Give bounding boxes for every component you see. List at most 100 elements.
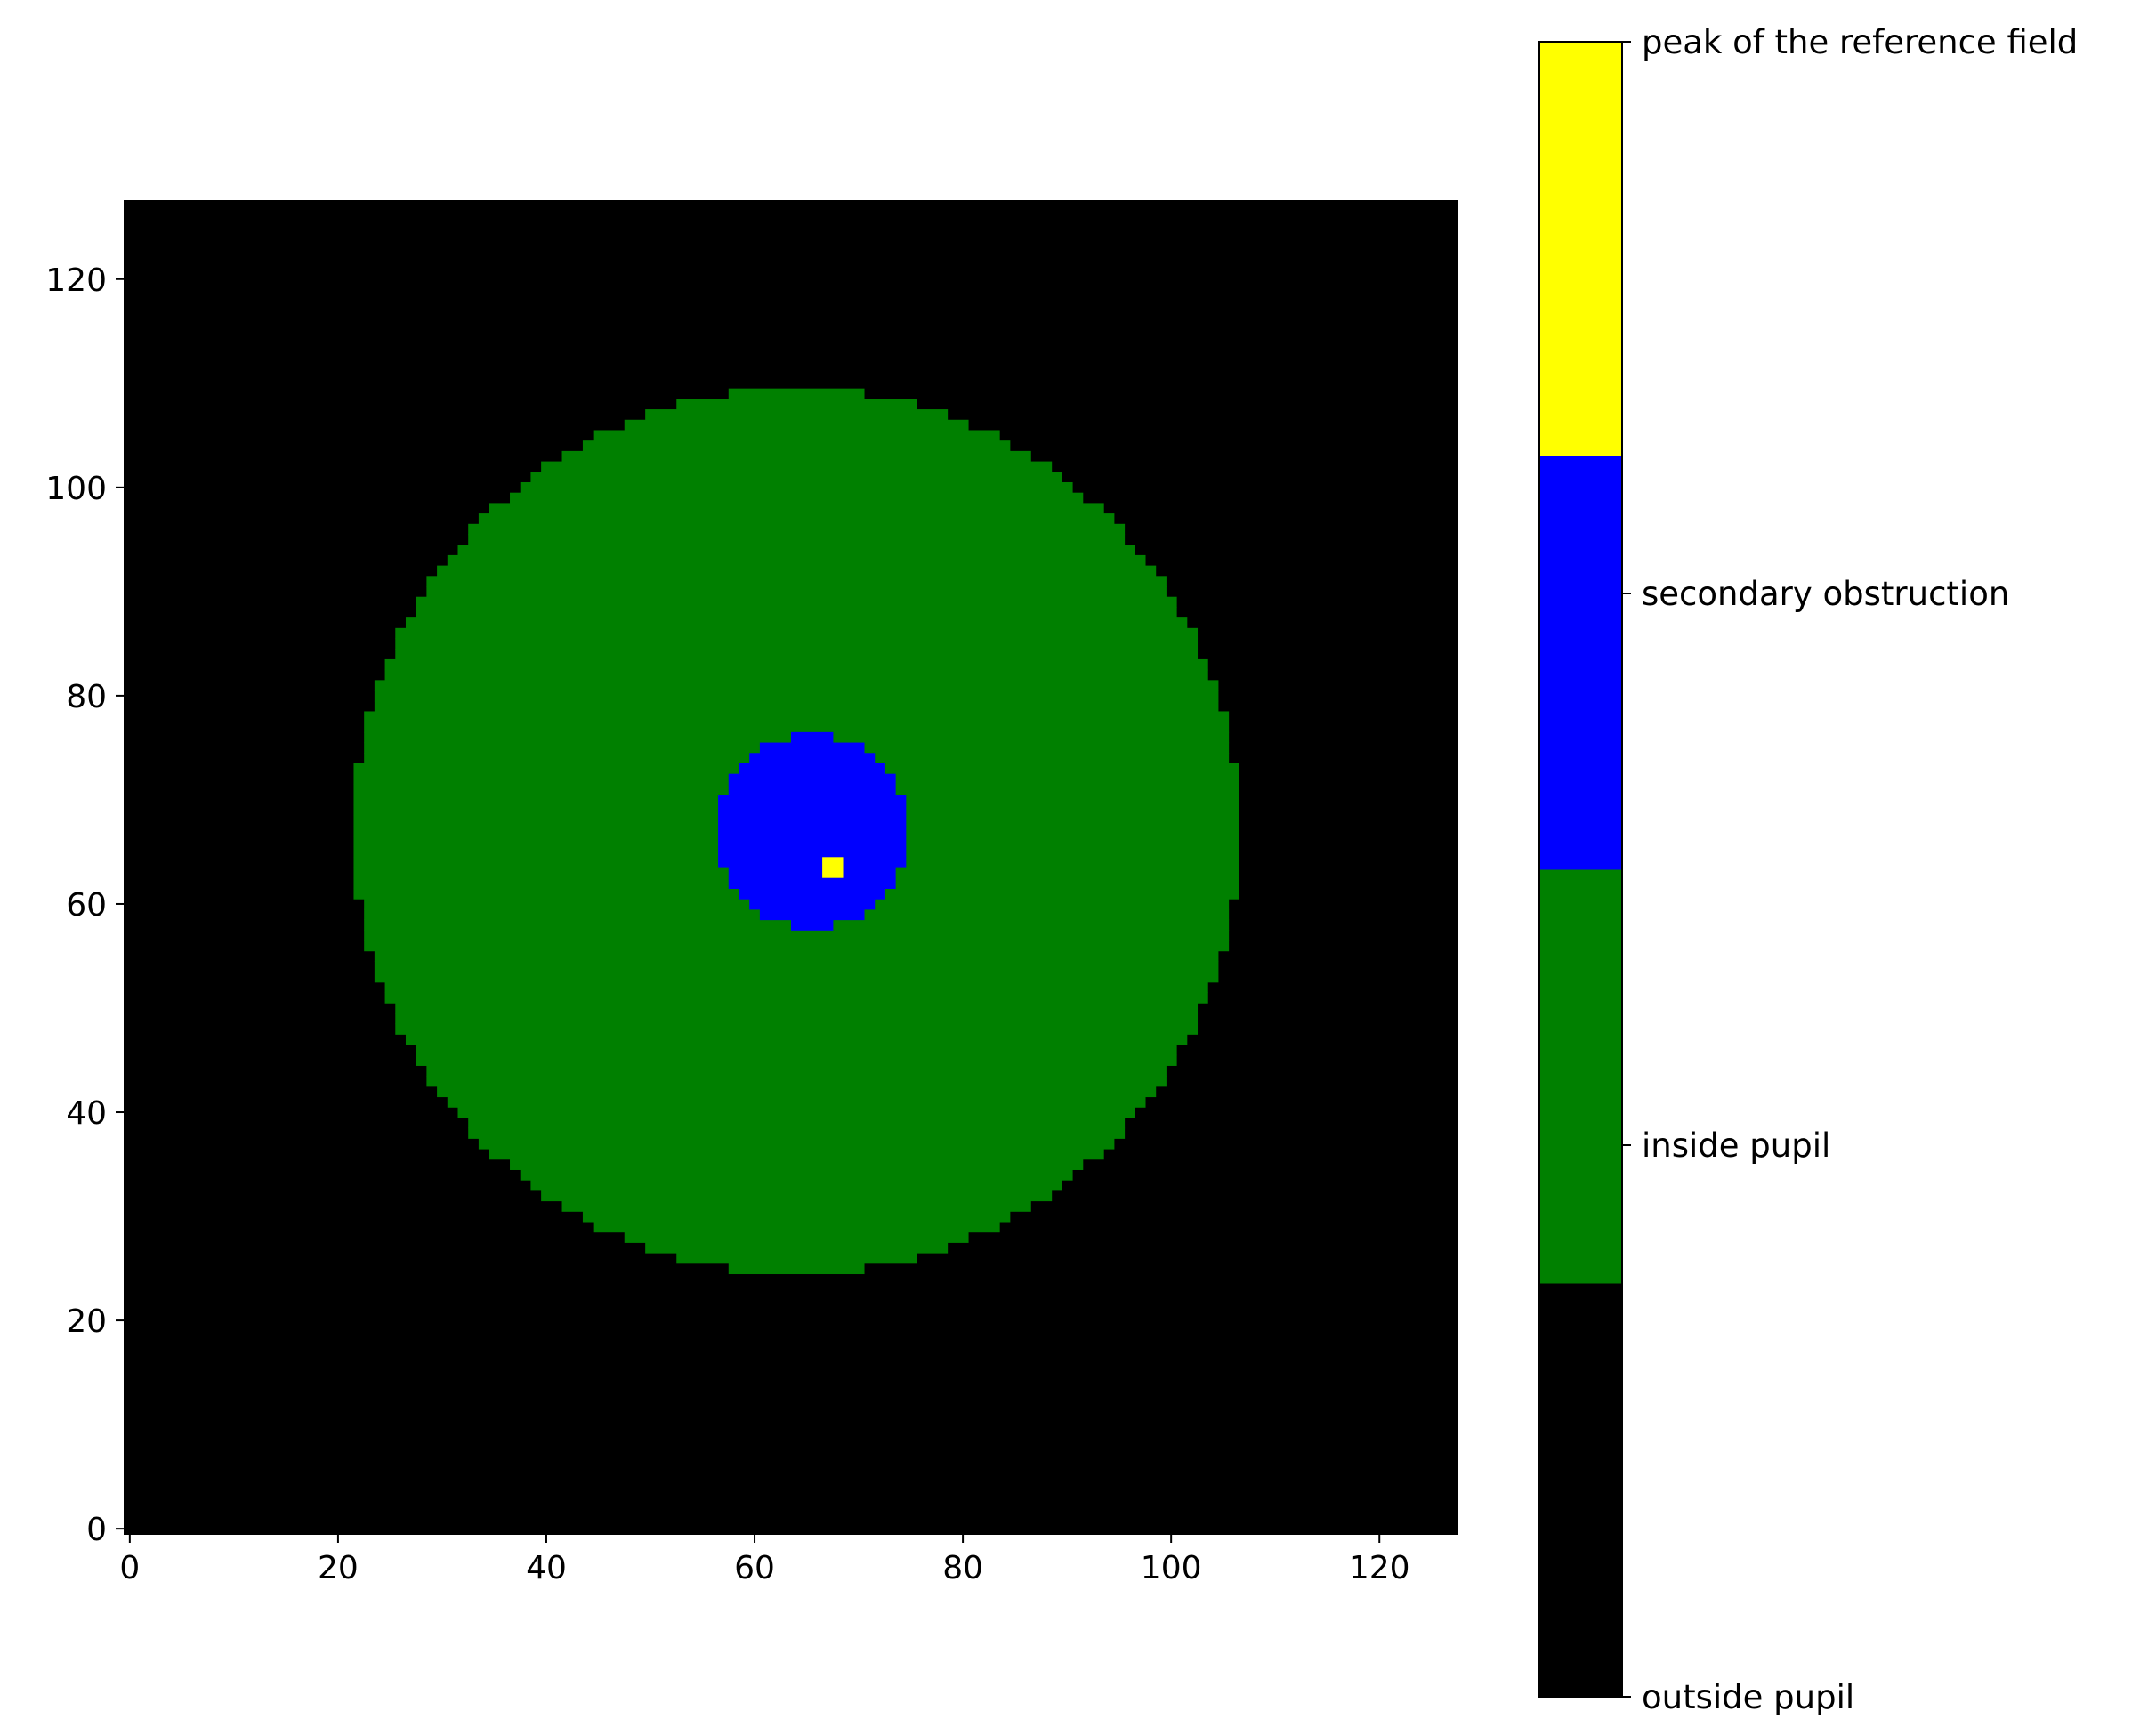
pupil-row [447, 1096, 1146, 1108]
pupil-row [728, 388, 865, 399]
pupil-row [582, 440, 1011, 452]
pupil-row [374, 690, 1219, 702]
x-tick-label: 60 [734, 1550, 775, 1586]
y-tick-label: 100 [45, 471, 107, 507]
pupil-row [520, 481, 1073, 494]
pupil-row [395, 1003, 1199, 1014]
pupil-row [416, 596, 1177, 609]
pupil-row [384, 669, 1208, 681]
pupil-map-image [353, 388, 1239, 1275]
obstruction-row [759, 908, 865, 921]
pupil-row [416, 607, 1177, 618]
pupil-row [426, 586, 1167, 598]
y-axis: 0 20 40 60 80 100 120 [45, 262, 125, 1548]
peak-marker [822, 857, 844, 878]
pupil-row [364, 940, 1230, 952]
colorbar-label: secondary obstruction [1642, 575, 2009, 613]
pupil-row [364, 722, 1230, 733]
obstruction-row [718, 795, 907, 806]
obstruction-row [728, 877, 896, 890]
y-tick-label: 0 [86, 1512, 107, 1548]
pupil-row [468, 523, 1126, 536]
pupil-row [374, 950, 1219, 962]
pupil-row [426, 1065, 1167, 1077]
obstruction-row [718, 835, 907, 848]
obstruction-row [791, 919, 834, 931]
pupil-row [437, 565, 1157, 577]
colorbar-ticks: outside pupil inside pupil secondary obstr… [1622, 23, 2078, 1716]
pupil-row [457, 1107, 1135, 1118]
x-tick-label: 80 [942, 1550, 983, 1586]
y-tick-label: 20 [66, 1303, 107, 1340]
pupil-row [364, 711, 1230, 722]
colorbar-segments [1539, 42, 1622, 1698]
pupil-row [645, 1242, 949, 1254]
obstruction-row [728, 773, 896, 785]
pupil-row [478, 1138, 1115, 1150]
pupil-row [510, 492, 1084, 504]
plot-frame [124, 200, 1458, 1535]
x-tick-label: 100 [1141, 1550, 1202, 1586]
obstruction-row [739, 763, 885, 775]
pupil-map-plot: 0 20 40 60 80 100 120 0 20 40 60 80 100 120 [45, 200, 1458, 1586]
pupil-row [468, 1127, 1126, 1139]
obstruction-row [759, 742, 865, 754]
y-tick-label: 80 [66, 679, 107, 715]
pupil-row [374, 972, 1219, 983]
pupil-row [676, 399, 917, 410]
pupil-row [426, 576, 1167, 587]
pupil-row [530, 1180, 1062, 1191]
pupil-row [520, 1169, 1073, 1181]
colorbar-label: outside pupil [1642, 1678, 1854, 1716]
pupil-row [374, 700, 1219, 713]
colorbar-segment [1539, 869, 1622, 1284]
pupil-row [405, 617, 1188, 629]
obstruction-row [728, 868, 896, 879]
obstruction-row [718, 826, 907, 837]
pupil-row [374, 961, 1219, 972]
pupil-row [468, 534, 1126, 545]
pupil-row [426, 1076, 1167, 1087]
pupil-row [510, 1158, 1084, 1170]
pupil-row [384, 658, 1208, 671]
pupil-row [395, 627, 1199, 640]
obstruction-row [718, 815, 907, 827]
pupil-row [416, 1054, 1177, 1066]
y-tick-label: 120 [45, 262, 107, 299]
x-tick-label: 120 [1349, 1550, 1410, 1586]
pupil-row [489, 1148, 1104, 1160]
pupil-row [468, 1117, 1126, 1129]
x-tick-label: 40 [526, 1550, 567, 1586]
pupil-row [541, 461, 1053, 472]
pupil-row [405, 1034, 1188, 1045]
pupil-row [395, 1013, 1199, 1025]
pupil-row [384, 992, 1208, 1004]
pupil-row [645, 409, 949, 421]
pupil-row [541, 1190, 1053, 1202]
pupil-row [530, 472, 1062, 483]
colorbar-label: peak of the reference field [1642, 23, 2078, 61]
colorbar-segment [1539, 456, 1622, 870]
pupil-row [416, 1044, 1177, 1056]
obstruction-row [718, 857, 907, 868]
pupil-row [489, 503, 1104, 514]
obstruction-row [791, 731, 834, 744]
pupil-row [395, 638, 1199, 650]
pupil-row [447, 554, 1146, 567]
pupil-row [561, 450, 1031, 463]
colorbar-label: inside pupil [1642, 1126, 1830, 1165]
obstruction-row [728, 784, 896, 795]
obstruction-row [718, 804, 907, 817]
x-tick-label: 20 [318, 1550, 359, 1586]
pupil-row [624, 419, 969, 432]
obstruction-row [749, 899, 876, 910]
pupil-row [728, 1263, 865, 1275]
pupil-row [676, 1253, 917, 1264]
pupil-row [624, 1231, 969, 1243]
pupil-row [593, 1221, 1000, 1233]
obstruction-row [739, 888, 885, 900]
x-axis: 0 20 40 60 80 100 120 [119, 1534, 1410, 1586]
pupil-row [593, 430, 1000, 441]
y-tick-label: 40 [66, 1095, 107, 1132]
